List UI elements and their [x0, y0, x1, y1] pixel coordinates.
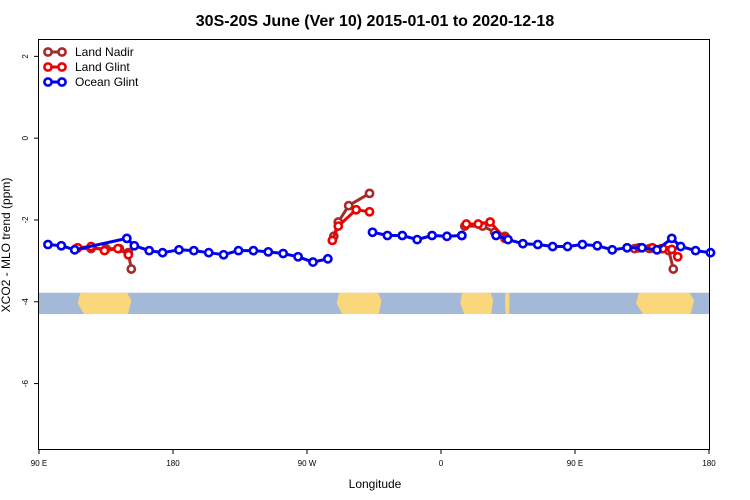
- data-point: [248, 245, 259, 256]
- map-strip: [39, 292, 709, 315]
- legend-item: Ocean Glint: [43, 75, 139, 89]
- data-point: [517, 238, 528, 249]
- x-tick-label: 180: [702, 459, 716, 468]
- data-point: [412, 234, 423, 245]
- plot-frame: [38, 39, 710, 450]
- data-point: [532, 239, 543, 250]
- data-point: [364, 188, 375, 199]
- data-point: [491, 230, 501, 241]
- data-point: [126, 264, 137, 274]
- legend-label: Land Glint: [75, 60, 130, 74]
- data-point: [473, 219, 484, 229]
- x-tick-label: 90 E: [567, 459, 583, 468]
- legend-marker: [43, 47, 53, 57]
- data-point: [592, 240, 603, 251]
- data-point: [622, 242, 633, 253]
- data-point: [690, 245, 701, 256]
- data-point: [333, 221, 344, 231]
- y-tick-label: -2: [21, 216, 30, 224]
- legend-marker: [57, 62, 67, 72]
- x-axis: 90 E 180 90 W 0 90 E 180: [31, 449, 716, 468]
- x-tick-label: 0: [439, 459, 444, 468]
- x-tick-label: 180: [166, 459, 180, 468]
- y-axis-label: XCO2 - MLO trend (ppm): [0, 178, 13, 313]
- map-land: [77, 292, 132, 315]
- series-layer: [43, 188, 716, 274]
- data-point: [327, 235, 338, 246]
- y-tick-label: -6: [21, 379, 30, 387]
- y-tick-label: -4: [21, 298, 30, 306]
- data-point: [705, 247, 716, 258]
- data-point: [188, 245, 199, 256]
- data-point: [263, 246, 274, 257]
- data-point: [351, 204, 362, 215]
- data-point: [157, 247, 168, 258]
- data-point: [278, 248, 289, 259]
- data-point: [607, 244, 618, 255]
- legend-label: Ocean Glint: [75, 75, 139, 89]
- data-point: [503, 234, 513, 245]
- x-axis-label: Longitude: [349, 477, 402, 491]
- x-tick-label: 90 E: [31, 459, 47, 468]
- series-ocean-glint: [43, 227, 716, 267]
- data-point: [121, 233, 132, 244]
- data-point: [322, 253, 333, 264]
- data-point: [442, 231, 452, 242]
- data-point: [382, 230, 393, 241]
- series-line: [330, 208, 370, 241]
- map-land: [336, 292, 382, 315]
- legend-label: Land Nadir: [75, 45, 134, 59]
- map-land: [636, 292, 695, 315]
- data-point: [203, 247, 214, 258]
- legend-marker: [57, 77, 67, 87]
- data-point: [129, 240, 140, 251]
- legend-item: Land Nadir: [43, 45, 134, 59]
- data-point: [456, 230, 467, 241]
- data-point: [364, 206, 375, 217]
- data-point: [293, 251, 303, 262]
- y-tick-label: 2: [21, 54, 30, 59]
- data-point: [113, 243, 123, 254]
- data-point: [637, 242, 647, 253]
- data-point: [99, 245, 110, 256]
- map-land: [460, 292, 494, 315]
- data-point: [308, 257, 318, 267]
- data-point: [43, 239, 53, 250]
- legend-marker: [43, 77, 53, 87]
- data-point: [123, 249, 134, 260]
- legend-marker: [57, 47, 67, 57]
- legend-item: Land Glint: [43, 60, 130, 74]
- data-point: [668, 264, 679, 274]
- data-point: [562, 241, 573, 252]
- x-tick-label: 90 W: [298, 459, 317, 468]
- legend-marker: [43, 62, 53, 72]
- data-point: [343, 200, 354, 211]
- series-line: [466, 220, 507, 240]
- data-point: [485, 217, 496, 227]
- data-point: [547, 241, 558, 252]
- data-point: [675, 241, 686, 252]
- y-tick-label: 0: [21, 135, 30, 140]
- map-land: [505, 292, 510, 315]
- data-point: [461, 219, 472, 229]
- data-point: [56, 240, 67, 251]
- chart-title: 30S-20S June (Ver 10) 2015-01-01 to 2020…: [196, 13, 555, 30]
- data-point: [666, 244, 677, 255]
- data-point: [397, 230, 408, 241]
- data-point: [233, 245, 244, 256]
- data-point: [218, 249, 229, 260]
- y-axis: 2 0 -2 -4 -6: [21, 54, 39, 387]
- data-point: [427, 230, 437, 241]
- data-point: [174, 244, 184, 255]
- data-point: [577, 239, 588, 250]
- data-point: [69, 244, 80, 255]
- data-point: [651, 244, 662, 255]
- data-point: [666, 233, 677, 244]
- series-line: [495, 234, 711, 255]
- data-point: [367, 227, 378, 238]
- data-point: [144, 245, 155, 256]
- data-point: [672, 251, 683, 262]
